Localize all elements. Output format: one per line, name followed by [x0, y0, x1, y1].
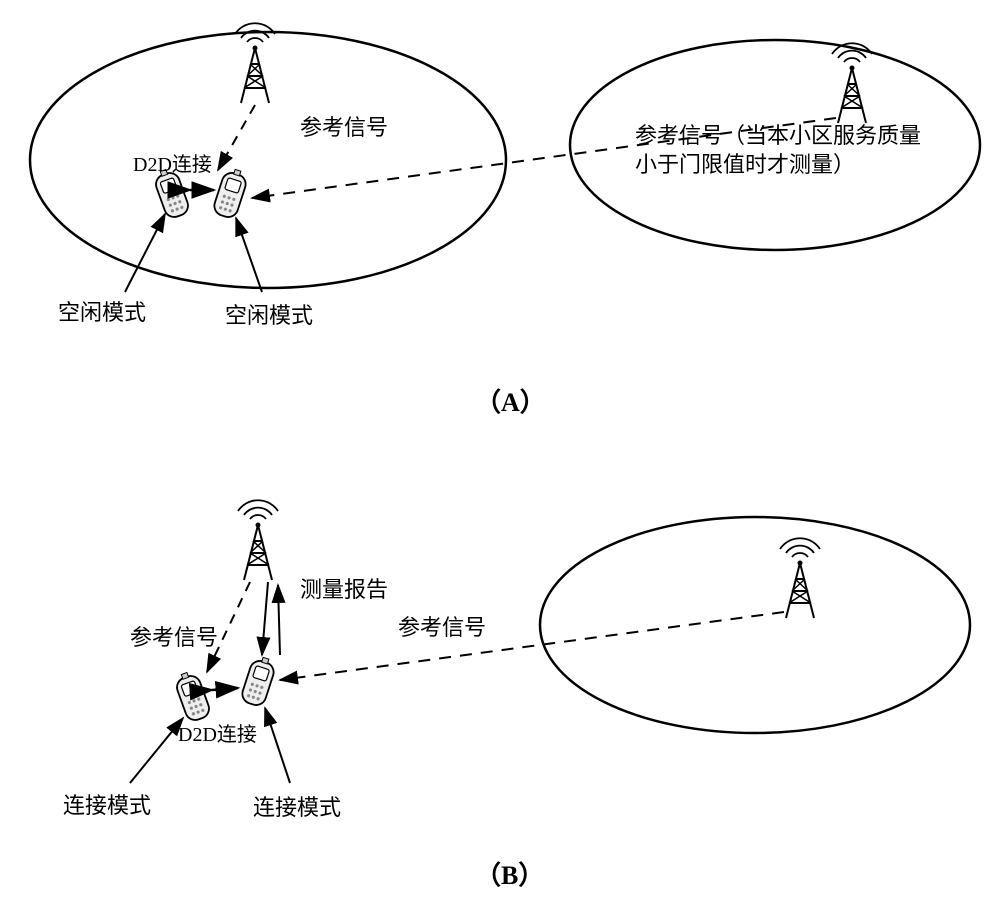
refsig-b-right-label: 参考信号	[398, 610, 486, 642]
d2d-b-label: D2D连接	[178, 718, 257, 747]
tower-a-left	[235, 23, 275, 103]
conn-b1-label: 连接模式	[63, 788, 151, 820]
idle2-pointer	[236, 218, 262, 292]
d2d-b-link	[212, 688, 238, 690]
cell-a-left	[30, 32, 506, 288]
tower-a-right	[832, 43, 872, 123]
conn-b2-label: 连接模式	[253, 790, 341, 822]
refsig-a-left-line	[218, 105, 255, 170]
d2d-a-label: D2D连接	[133, 148, 212, 177]
conn1-pointer	[130, 718, 183, 783]
tower-b-right	[780, 538, 820, 618]
panel-a-figlabel: （A）	[475, 382, 546, 419]
tower-b-left	[238, 500, 278, 580]
refsig-b-left-label: 参考信号	[130, 620, 218, 652]
idle1-pointer	[125, 214, 165, 292]
refsig-a-right-label: 参考信号（当本小区服务质量小于门限值时才测量）	[635, 122, 935, 179]
phone-a2	[212, 167, 250, 220]
idle-a2-label: 空闲模式	[225, 298, 313, 330]
meas-report-label: 测量报告	[300, 572, 388, 604]
conn2-pointer	[265, 708, 290, 783]
refsig-b-right-line	[280, 612, 784, 680]
cell-b-right	[540, 517, 970, 733]
idle-a1-label: 空闲模式	[58, 295, 146, 327]
panel-b-figlabel: （B）	[475, 855, 544, 892]
phone-b2	[240, 655, 278, 708]
refsig-a-left-label: 参考信号	[300, 110, 388, 142]
meas-up-line	[278, 585, 280, 655]
phone-b1	[173, 669, 212, 722]
meas-down-line	[262, 582, 268, 655]
